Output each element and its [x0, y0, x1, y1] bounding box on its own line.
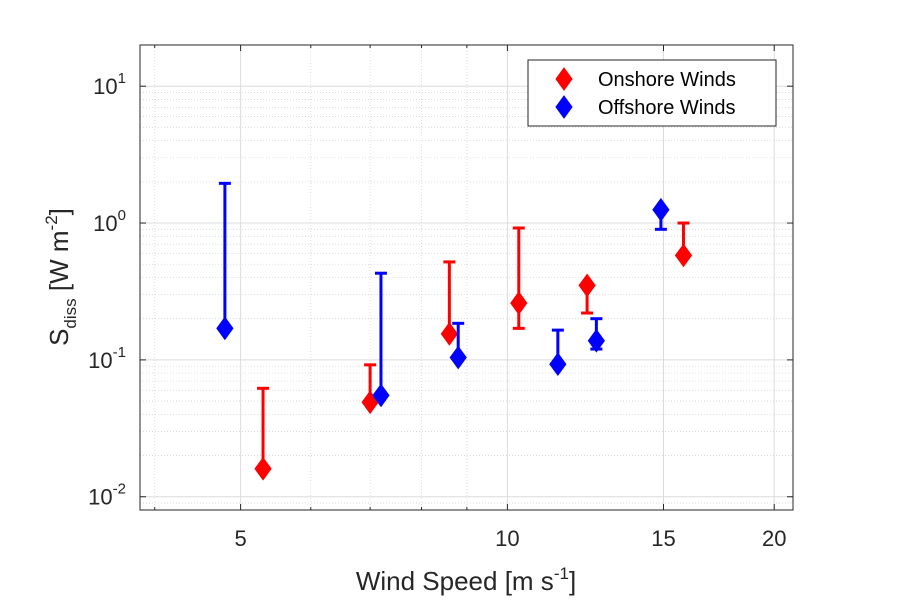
x-tick-label: 5 [234, 526, 246, 551]
data-layer [216, 181, 693, 481]
legend-marker [555, 67, 573, 91]
x-tick-labels: 5 10 15 20 [234, 526, 786, 551]
x-tick-label: 10 [495, 526, 519, 551]
legend-label: Onshore Winds [598, 69, 736, 91]
data-point [549, 352, 567, 377]
x-tick-label: 15 [651, 526, 675, 551]
data-point [587, 328, 605, 353]
data-point [440, 321, 458, 346]
legend: Onshore Winds Offshore Winds [527, 59, 777, 127]
y-tick-labels: 10-2 10-1 100 101 [88, 70, 126, 510]
series-offshore [216, 181, 670, 408]
data-point [578, 273, 596, 298]
plot-frame [139, 44, 794, 511]
y-axis-label: Sdiss [W m-2] [42, 208, 80, 346]
data-point [254, 456, 272, 481]
data-point [652, 197, 670, 222]
x-tick-label: 20 [762, 526, 786, 551]
y-tick-label: 101 [93, 70, 126, 99]
y-tick-label: 100 [93, 207, 126, 236]
legend-box [527, 59, 777, 127]
data-point [449, 345, 467, 370]
series-onshore [254, 221, 693, 481]
data-point [372, 383, 390, 408]
legend-label: Offshore Winds [598, 97, 735, 119]
legend-marker [555, 95, 573, 119]
y-tick-label: 10-2 [88, 481, 126, 510]
x-axis-label: Wind Speed [m s-1] [356, 564, 576, 596]
data-point [216, 316, 234, 341]
y-tick-label: 10-1 [88, 344, 126, 373]
data-point [674, 243, 693, 268]
data-point [510, 291, 528, 315]
